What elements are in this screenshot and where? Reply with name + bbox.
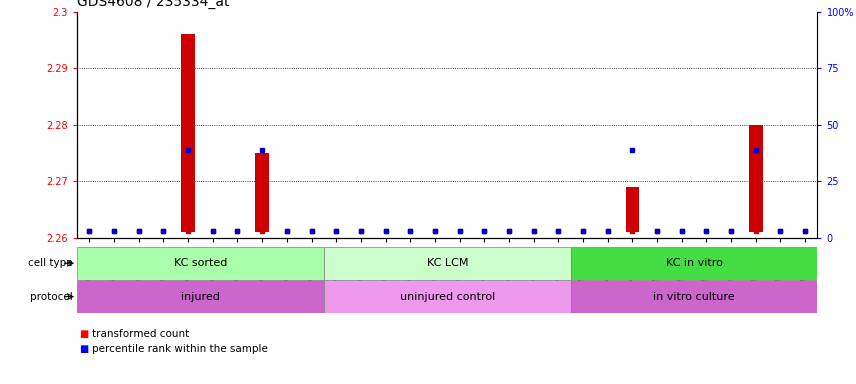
Text: GDS4608 / 235334_at: GDS4608 / 235334_at [77, 0, 229, 9]
Bar [324, 247, 571, 280]
Bar [749, 125, 763, 232]
Bar [255, 153, 269, 232]
Text: injured: injured [181, 291, 220, 302]
Text: ■: ■ [79, 344, 88, 354]
Bar [571, 280, 817, 313]
Text: KC sorted: KC sorted [174, 258, 227, 268]
Text: percentile rank within the sample: percentile rank within the sample [92, 344, 268, 354]
Text: transformed count: transformed count [92, 329, 190, 339]
Text: KC in vitro: KC in vitro [666, 258, 722, 268]
Bar [77, 247, 324, 280]
Text: KC LCM: KC LCM [426, 258, 468, 268]
Text: in vitro culture: in vitro culture [653, 291, 735, 302]
Bar [626, 187, 639, 232]
Text: cell type: cell type [28, 258, 73, 268]
Text: uninjured control: uninjured control [400, 291, 495, 302]
Text: protocol: protocol [30, 291, 73, 302]
Bar [77, 280, 324, 313]
Bar [324, 280, 571, 313]
Text: ■: ■ [79, 329, 88, 339]
Bar [181, 34, 195, 232]
Bar [571, 247, 817, 280]
